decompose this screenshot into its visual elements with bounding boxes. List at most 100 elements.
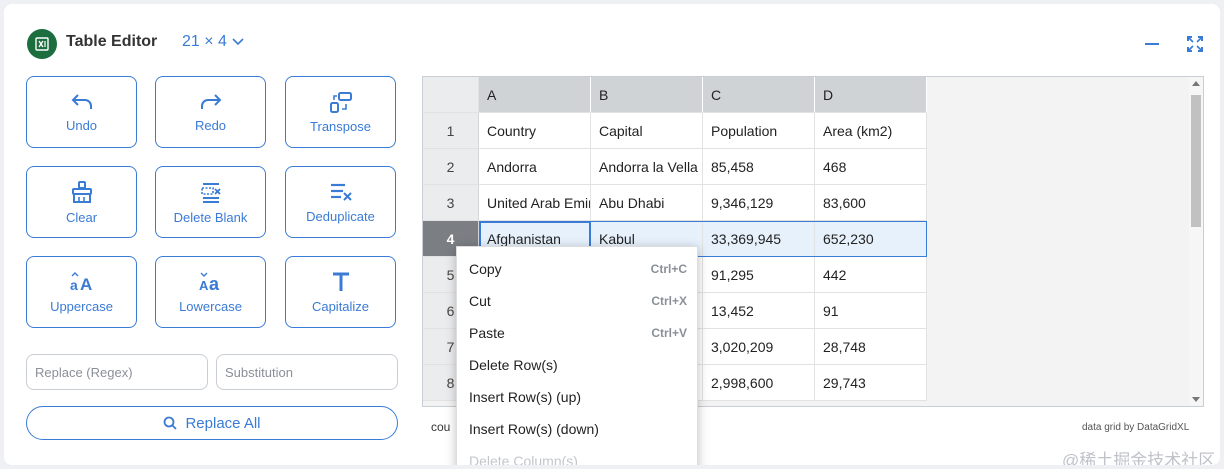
menu-item-label: Insert Row(s) (up) [469, 389, 582, 405]
scroll-down-icon [1192, 397, 1200, 402]
delete-blank-button[interactable]: Delete Blank [155, 166, 266, 238]
uppercase-button[interactable]: a A Uppercase [26, 256, 137, 328]
column-header[interactable]: B [591, 77, 703, 113]
replace-all-button[interactable]: Replace All [26, 406, 398, 440]
regex-input[interactable] [26, 354, 208, 390]
scrollbar-thumb[interactable] [1191, 95, 1201, 227]
grid-cell[interactable]: Capital [591, 113, 703, 149]
menu-item-cut[interactable]: Cut Ctrl+X [457, 285, 697, 317]
footer-status: cou [431, 420, 451, 434]
svg-text:a: a [70, 277, 78, 293]
grid-credit: data grid by DataGridXL [1082, 422, 1190, 433]
minimize-button[interactable] [1140, 32, 1164, 56]
grid-cell[interactable]: 9,346,129 [703, 185, 815, 221]
lowercase-icon: A a [199, 272, 220, 293]
capitalize-label: Capitalize [311, 298, 370, 314]
redo-label: Redo [194, 117, 227, 133]
redo-button[interactable]: Redo [155, 76, 266, 148]
table-editor-card: Table Editor 21 × 4 Undo Redo [4, 4, 1220, 465]
grid-cell[interactable]: Andorra [479, 149, 591, 185]
expand-icon [1187, 36, 1203, 52]
menu-item-label: Insert Row(s) (down) [469, 421, 599, 437]
menu-item-shortcut: Ctrl+C [650, 262, 687, 276]
grid-cell[interactable]: 28,748 [815, 329, 927, 365]
grid-cell[interactable]: 29,743 [815, 365, 927, 401]
undo-icon [71, 93, 92, 109]
replace-all-label: Replace All [185, 414, 261, 432]
grid-cell[interactable]: 13,452 [703, 293, 815, 329]
grid-cell[interactable]: 83,600 [815, 185, 927, 221]
grid-cell[interactable]: Country [479, 113, 591, 149]
menu-item-delete-rows[interactable]: Delete Row(s) [457, 349, 697, 381]
lowercase-button[interactable]: A a Lowercase [155, 256, 266, 328]
watermark: @稀土掘金技术社区 [1062, 451, 1216, 465]
menu-item-label: Cut [469, 293, 491, 309]
grid-cell[interactable]: 2,998,600 [703, 365, 815, 401]
column-header[interactable]: A [479, 77, 591, 113]
transpose-icon [329, 91, 352, 113]
menu-item-label: Copy [469, 261, 502, 277]
svg-text:a: a [209, 274, 220, 293]
menu-item-insert-rows-up[interactable]: Insert Row(s) (up) [457, 381, 697, 413]
grid-cell[interactable]: Area (km2) [815, 113, 927, 149]
grid-cell[interactable]: 442 [815, 257, 927, 293]
svg-text:A: A [80, 275, 92, 293]
deduplicate-icon [330, 183, 352, 201]
row-header[interactable]: 1 [423, 113, 479, 149]
lowercase-label: Lowercase [179, 298, 242, 314]
dimensions-label: 21 × 4 [182, 33, 227, 50]
excel-icon [27, 29, 57, 59]
transpose-label: Transpose [310, 118, 371, 134]
menu-item-label: Paste [469, 325, 505, 341]
grid-cell[interactable]: 3,020,209 [703, 329, 815, 365]
column-header[interactable]: D [815, 77, 927, 113]
column-header[interactable]: C [703, 77, 815, 113]
svg-text:A: A [199, 278, 209, 293]
scroll-up-icon [1192, 81, 1200, 86]
undo-label: Undo [65, 117, 98, 133]
dimensions-dropdown[interactable]: 21 × 4 [182, 33, 245, 51]
page-title: Table Editor [66, 33, 158, 50]
uppercase-icon: a A [70, 271, 92, 293]
fullscreen-button[interactable] [1183, 32, 1207, 56]
grid-cell[interactable]: United Arab Emirates [479, 185, 591, 221]
row-header[interactable]: 2 [423, 149, 479, 185]
deduplicate-label: Deduplicate [306, 208, 375, 224]
grid-cell[interactable]: Abu Dhabi [591, 185, 703, 221]
uppercase-label: Uppercase [50, 298, 113, 314]
capitalize-icon [332, 272, 349, 291]
grid-cell[interactable]: Andorra la Vella [591, 149, 703, 185]
grid-cell[interactable]: 91,295 [703, 257, 815, 293]
row-header[interactable]: 3 [423, 185, 479, 221]
menu-item-insert-rows-down[interactable]: Insert Row(s) (down) [457, 413, 697, 445]
context-menu: Copy Ctrl+C Cut Ctrl+X Paste Ctrl+V Dele… [456, 246, 698, 465]
substitution-input[interactable] [216, 354, 398, 390]
menu-item-delete-columns[interactable]: Delete Column(s) [457, 445, 697, 465]
menu-item-label: Delete Column(s) [469, 453, 578, 465]
capitalize-button[interactable]: Capitalize [285, 256, 396, 328]
delete-blank-label: Delete Blank [173, 209, 248, 225]
grid-cell[interactable]: Population [703, 113, 815, 149]
vertical-scrollbar[interactable] [1189, 77, 1203, 406]
redo-icon [200, 93, 221, 109]
menu-item-shortcut: Ctrl+X [651, 294, 687, 308]
chevron-down-icon [232, 38, 244, 46]
grid-cell[interactable]: 652,230 [815, 221, 927, 257]
delete-blank-icon [200, 182, 221, 203]
minus-icon [1145, 43, 1159, 45]
grid-cell[interactable]: 468 [815, 149, 927, 185]
clear-button[interactable]: Clear [26, 166, 137, 238]
grid-corner[interactable] [423, 77, 479, 113]
menu-item-copy[interactable]: Copy Ctrl+C [457, 253, 697, 285]
undo-button[interactable]: Undo [26, 76, 137, 148]
grid-cell[interactable]: 91 [815, 293, 927, 329]
grid-cell[interactable]: 85,458 [703, 149, 815, 185]
broom-icon [71, 180, 92, 203]
search-icon [164, 416, 178, 430]
menu-item-paste[interactable]: Paste Ctrl+V [457, 317, 697, 349]
deduplicate-button[interactable]: Deduplicate [285, 166, 396, 238]
transpose-button[interactable]: Transpose [285, 76, 396, 148]
menu-item-label: Delete Row(s) [469, 357, 558, 373]
clear-label: Clear [65, 209, 98, 225]
grid-cell[interactable]: 33,369,945 [703, 221, 815, 257]
